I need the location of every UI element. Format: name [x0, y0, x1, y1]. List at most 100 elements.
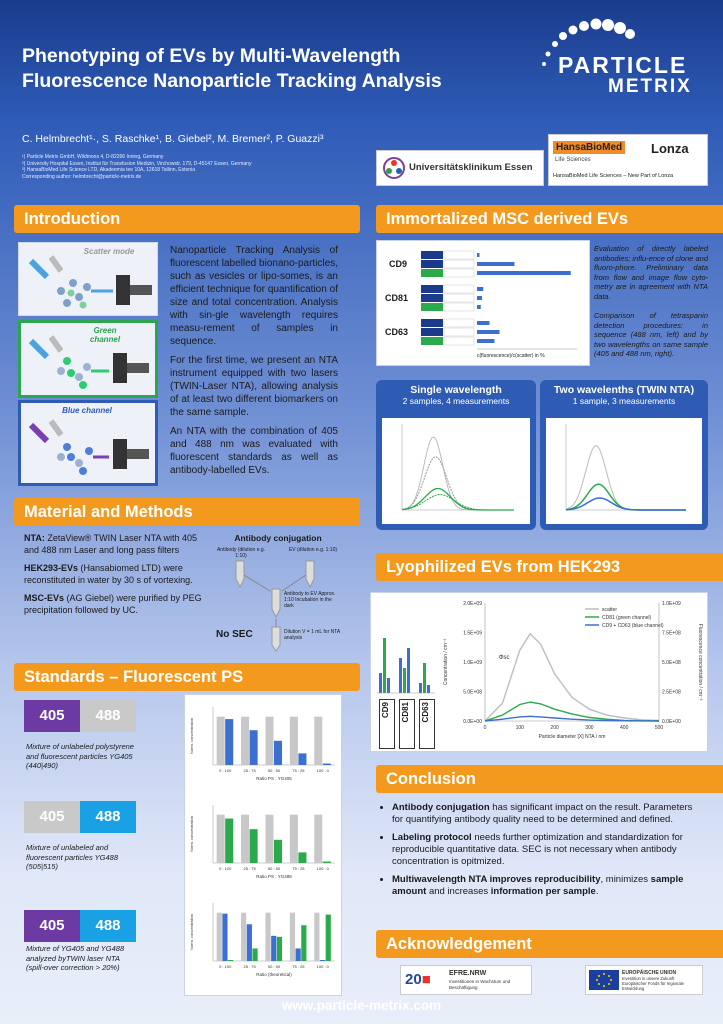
lyo-ytick-right-3: 2.5E+08 [662, 690, 681, 696]
scatter-mode-icon [28, 255, 152, 309]
hansabiomed-sub: Life Sciences [555, 157, 591, 163]
std-bar-2-2-3 [301, 925, 307, 961]
hek-label: HEK293-EVs [24, 563, 79, 573]
msc-xlabel: c(fluorescence)/c(scatter) in % [477, 353, 545, 359]
std-chart-title-2: Ratio (theoretical) [256, 972, 292, 977]
logo-dots-icon [542, 18, 635, 66]
badge-405-inactive: 405 [24, 801, 80, 833]
poster-title: Phenotyping of EVs by Multi-Wavelength F… [22, 44, 522, 94]
msc-clone-cell-7 [443, 327, 475, 337]
badge-405-twin: 405 [24, 910, 80, 942]
footer-url[interactable]: www.particle-metrix.com [281, 998, 442, 1013]
lyo-inset-bar-2-1 [423, 663, 426, 693]
lyo-inset-bar-1-1 [403, 668, 406, 693]
std-tick-1-2: 50 : 50 [268, 866, 281, 871]
lyo-series-0 [484, 632, 660, 722]
twin-svg-curve-1 [565, 483, 686, 511]
lyo-xtick-4: 400 [620, 725, 629, 731]
lyo-ytick-left-3: 5.0E+08 [463, 690, 482, 696]
eu-logo: EUROPÄISCHE UNION Investition in unsere … [585, 965, 703, 995]
std-tick-2-2: 50 : 50 [268, 964, 281, 969]
std-tick-1-1: 25 : 75 [243, 866, 256, 871]
twin-wavelength-chart [565, 424, 686, 511]
msc-bar-7 [477, 330, 500, 334]
lyo-size-distribution-chart: 2.0E+09 1.5E+09 1.0E+09 5.0E+08 0.0E+00 1.0E+… [443, 601, 703, 740]
std-bar-2-1-3 [295, 948, 301, 961]
std-bar-0-0-4 [314, 716, 323, 765]
lyo-ytick-left-4: 0.0E+00 [463, 719, 482, 725]
std-bar-0-1-2 [274, 740, 283, 765]
green-channel-label: Green channel [89, 326, 121, 344]
cd9-column: CD9 [379, 699, 395, 749]
std-bar-1-1-1 [249, 829, 258, 863]
lyo-ylabel-right: Fluorescence concentration / cm⁻³ [697, 624, 703, 701]
lyo-ylabel-left: Concentration / cm⁻³ [443, 639, 449, 686]
conclusion-list: Antibody conjugation has significant imp… [378, 802, 704, 904]
lyo-bar-inset [377, 638, 435, 694]
efre-name: EFRE.NRW [449, 970, 487, 977]
uk-essen-emblem-icon [383, 157, 405, 179]
std-ylabel-0: Norm. concentration [189, 718, 194, 754]
affiliation-1: ¹) Particle Metrix GmbH, Wildmoos 4, D-8… [22, 154, 164, 160]
dilution-step: Dilution V = 1 mL for NTA analysis [284, 629, 340, 641]
badge-488-inactive: 488 [80, 700, 136, 732]
single-wavelength-title: Single wavelength [410, 384, 502, 396]
conclusion-heading: Conclusion [376, 765, 723, 793]
msc-clone-cell-6 [443, 318, 475, 328]
std-tick-0-1: 25 : 75 [243, 768, 256, 773]
msc-clone-cell-3 [443, 284, 475, 294]
std-bar-2-2-1 [252, 948, 258, 961]
laser-badges-3: 405 488 [24, 910, 136, 942]
standards-charts-svg: Norm. concentration 0 : 100 25 : 75 50 : 50… [189, 707, 335, 977]
efre-sub: Investitionen in Wachstum und Beschäftig… [449, 979, 511, 990]
hansabiomed-lonza-logo: HansaBioMed Life Sciences Lonza HansaBio… [548, 134, 708, 186]
std-bar-1-0-0 [216, 814, 225, 863]
green-channel-panel: Green channel [18, 320, 158, 398]
msc-clone-tag-0 [421, 251, 443, 259]
msc-clone-tag-7 [421, 328, 443, 336]
std-bar-0-0-3 [289, 716, 298, 765]
particle-metrix-logo: PARTICLE METRIX [520, 14, 715, 109]
std-bar-1-0-3 [289, 814, 298, 863]
efre-year-mark: 20■ [405, 971, 431, 988]
cd63-column-label: CD63 [421, 702, 430, 723]
std-tick-1-0: 0 : 100 [219, 866, 232, 871]
standards-caption-3: Mixture of YG405 and YG488 analyzed byTW… [26, 944, 125, 972]
lyo-ytick-right-0: 1.0E+09 [662, 601, 681, 607]
hansabiomed-caption: HansaBioMed Life Sciences – New Part of … [553, 173, 674, 179]
lyo-inset-bar-1-2 [407, 648, 410, 693]
std-bar-1-0-1 [241, 814, 250, 863]
std-tick-1-4: 100 : 0 [317, 866, 330, 871]
std-bar-2-0-0 [216, 912, 222, 961]
std-chart-title-0: Ratio PS : YG405 [256, 776, 292, 781]
std-tick-0-4: 100 : 0 [317, 768, 330, 773]
std-tick-1-3: 75 : 25 [292, 866, 305, 871]
lyo-ytick-left-1: 1.5E+09 [463, 631, 482, 637]
lyo-xtick-1: 100 [516, 725, 525, 731]
cd81-column: CD81 [399, 699, 415, 749]
lonza-name: Lonza [651, 141, 689, 156]
lyo-xtick-2: 200 [550, 725, 559, 731]
cd81-column-label: CD81 [401, 702, 410, 723]
lyo-legend-2: CD9 + CD63 (blue channel) [602, 623, 664, 629]
std-bar-1-1-0 [225, 818, 234, 863]
single-wavelength-chart [401, 424, 514, 511]
std-bar-0-0-2 [265, 716, 274, 765]
std-bar-0-1-1 [249, 730, 258, 765]
blue-channel-icon [28, 419, 149, 475]
lyo-ytick-right-1: 7.5E+08 [662, 631, 681, 637]
std-bar-2-0-1 [241, 912, 247, 961]
msc-heading: Immortalized MSC derived EVs [376, 205, 723, 233]
nta-text: ZetaView® TWIN Laser NTA with 405 and 48… [24, 533, 198, 555]
std-tick-2-3: 75 : 25 [292, 964, 305, 969]
std-bar-2-2-2 [276, 936, 283, 961]
msc-text: (AG Giebel) were purified by PEG precipi… [24, 593, 202, 615]
title-line-2: Fluorescence Nanoparticle Tracking Analy… [22, 70, 442, 92]
lyo-ytick-left-2: 1.0E+09 [463, 660, 482, 666]
std-bar-2-0-3 [289, 912, 296, 961]
msc-clone-tag-2 [421, 269, 443, 277]
green-channel-icon [28, 335, 149, 389]
logo-text-metrix: METRIX [608, 76, 692, 97]
blue-channel-panel: Blue channel [18, 400, 158, 486]
cd9-label: CD9 [389, 259, 408, 269]
